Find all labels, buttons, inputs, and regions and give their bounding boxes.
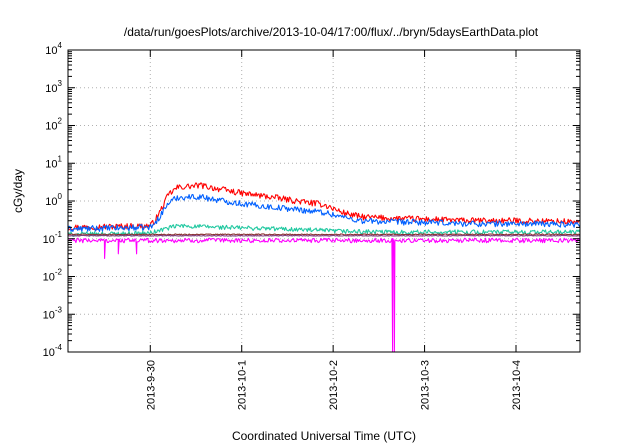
series-line <box>67 234 581 237</box>
x-tick-label: 2013-10-3 <box>420 360 432 410</box>
y-tick-label: 102 <box>45 117 62 133</box>
x-tick-label: 2013-10-1 <box>237 360 249 410</box>
y-tick-label: 10-2 <box>43 268 63 284</box>
axis-ticks: 10-4 10-3 10-2 10-1 100 101 102 103 104 2013-9-30… <box>43 41 580 410</box>
y-tick-label: 100 <box>45 192 62 208</box>
x-tick-label: 2013-10-4 <box>511 360 523 410</box>
series-line <box>67 237 581 353</box>
series-line <box>67 182 581 231</box>
series-line <box>67 233 581 236</box>
x-tick-label: 2013-9-30 <box>145 360 157 410</box>
x-axis-label: Coordinated Universal Time (UTC) <box>232 429 416 443</box>
series-lines <box>67 182 581 353</box>
series-line <box>67 193 581 233</box>
y-tick-label: 103 <box>45 79 62 95</box>
y-tick-label: 104 <box>45 41 62 57</box>
y-tick-label: 10-4 <box>43 343 63 359</box>
y-tick-label: 10-3 <box>43 305 63 321</box>
y-tick-label: 10-1 <box>43 230 63 246</box>
chart-title: /data/run/goesPlots/archive/2013-10-04/1… <box>124 25 539 39</box>
y-axis-label: cGy/day <box>11 169 25 213</box>
y-tick-label: 101 <box>45 154 62 170</box>
x-tick-label: 2013-10-2 <box>328 360 340 410</box>
grid <box>68 50 580 352</box>
